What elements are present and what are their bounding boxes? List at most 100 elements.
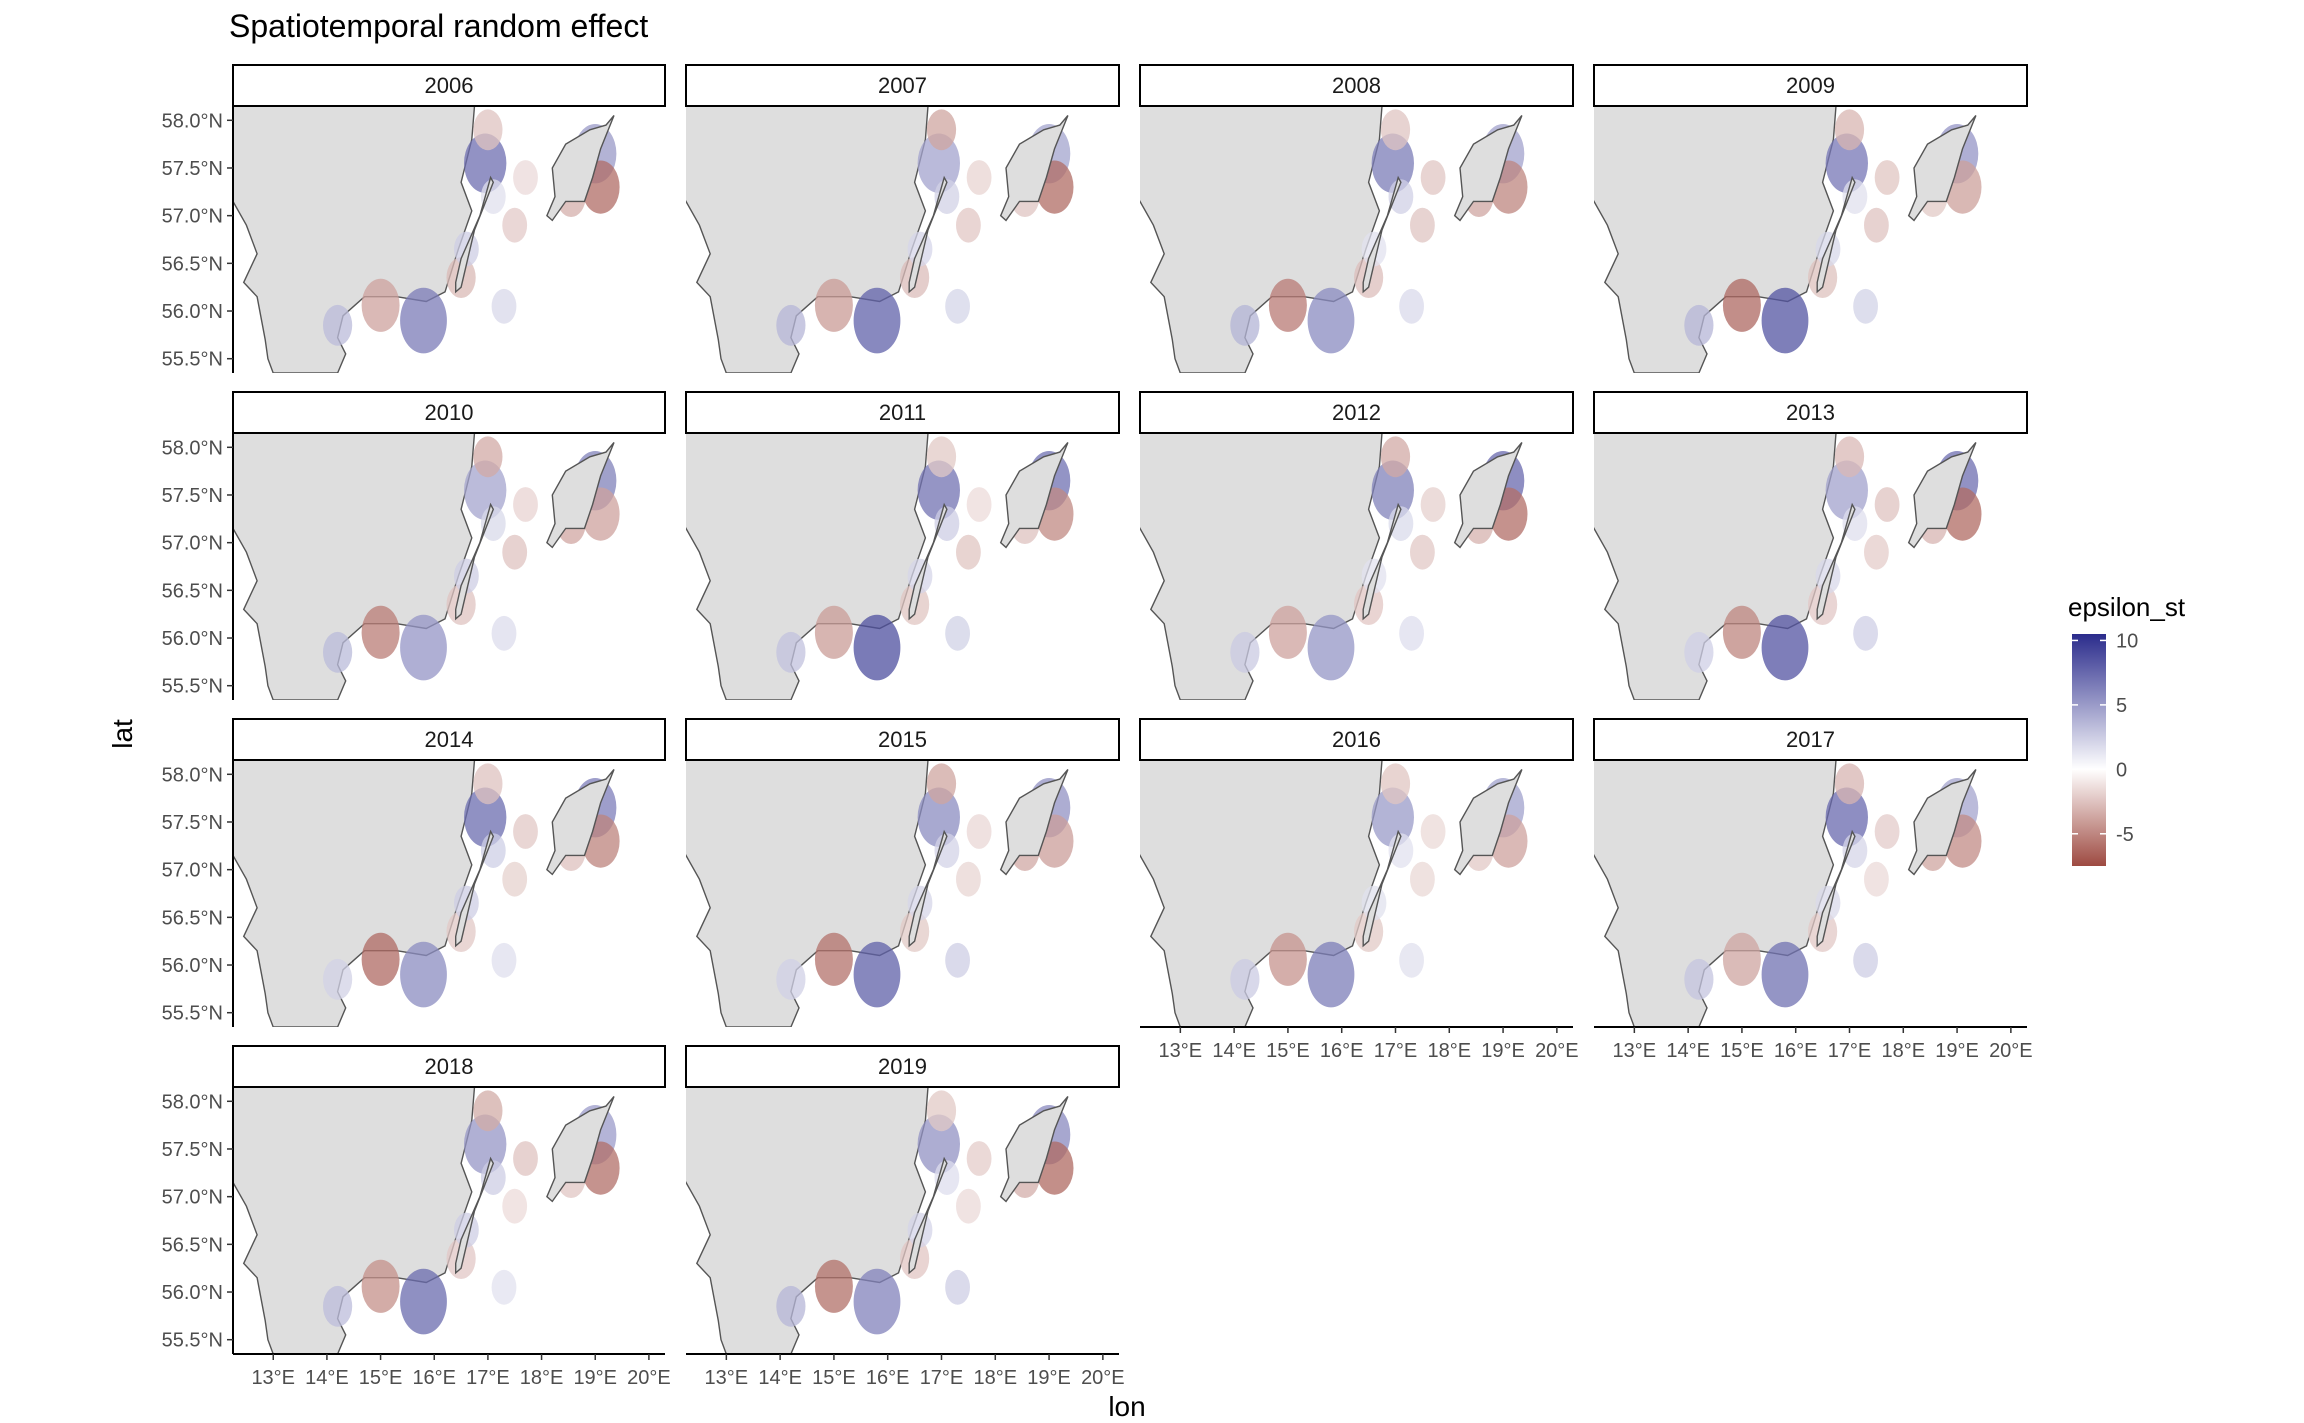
effect-cell bbox=[1853, 288, 1878, 324]
x-tick-label: 17°E bbox=[920, 1367, 964, 1389]
gotland-island-shape bbox=[546, 1096, 615, 1203]
gotland-island-shape bbox=[546, 769, 615, 876]
y-tick-label: 56.0°N bbox=[162, 301, 223, 323]
y-tick-label: 57.5°N bbox=[162, 485, 223, 507]
gotland-island-shape bbox=[999, 115, 1069, 222]
effect-cell bbox=[917, 1114, 960, 1174]
facet-panel-2014: 2014 55.5°N 56.0°N 56.5°N 57.0°N 57.5°N 58.0°N bbox=[162, 718, 666, 1027]
gotland-island-shape bbox=[1907, 769, 1977, 876]
facet-strip-label: 2006 bbox=[425, 73, 474, 98]
effect-cell bbox=[926, 436, 957, 478]
x-tick-label: 20°E bbox=[1535, 1040, 1579, 1062]
oland-island-shape bbox=[1362, 829, 1402, 948]
facet-panel-2007: 2007 bbox=[685, 64, 1120, 373]
y-tick-label: 57.5°N bbox=[162, 812, 223, 834]
effect-cell bbox=[400, 941, 447, 1008]
gotland-island-shape bbox=[1453, 769, 1523, 876]
effect-cell bbox=[956, 207, 981, 243]
effect-cell bbox=[491, 615, 517, 651]
effect-cell bbox=[502, 207, 528, 243]
effect-cell bbox=[491, 1269, 517, 1305]
effect-cell bbox=[361, 932, 400, 986]
facet-panel-2009: 2009 bbox=[1593, 64, 2028, 373]
effect-cell bbox=[473, 109, 503, 151]
map-area bbox=[233, 106, 620, 373]
effect-cell bbox=[1864, 861, 1889, 897]
effect-cell bbox=[1834, 109, 1865, 151]
map-area bbox=[1594, 760, 1982, 1027]
facet-panels: 2006 55.5°N 56.0°N 56.5°N 57.0°N 57.5°N 58.0°N… bbox=[162, 64, 2033, 1389]
gotland-island-shape bbox=[1907, 442, 1977, 549]
effect-cell bbox=[776, 304, 806, 346]
legend: epsilon_st 10 5 0 -5 bbox=[2068, 592, 2186, 866]
x-tick-label: 17°E bbox=[466, 1367, 510, 1389]
effect-cell bbox=[853, 287, 901, 354]
facet-strip-label: 2012 bbox=[1332, 400, 1381, 425]
map-area bbox=[686, 760, 1074, 1027]
effect-cell bbox=[966, 160, 992, 195]
gotland-island-shape bbox=[999, 1096, 1069, 1203]
x-tick-label: 18°E bbox=[520, 1367, 564, 1389]
y-tick-label: 57.5°N bbox=[162, 158, 223, 180]
effect-cell bbox=[464, 460, 507, 520]
effect-cell bbox=[1722, 932, 1761, 986]
effect-cell bbox=[1307, 941, 1355, 1008]
facet-panel-2013: 2013 bbox=[1593, 391, 2028, 700]
effect-cell bbox=[1834, 436, 1865, 478]
facet-strip-label: 2016 bbox=[1332, 727, 1381, 752]
facet-strip bbox=[232, 1045, 666, 1088]
effect-cell bbox=[473, 436, 503, 478]
facet-strip-label: 2010 bbox=[425, 400, 474, 425]
effect-cell bbox=[491, 942, 517, 978]
facet-strip bbox=[685, 64, 1120, 107]
effect-cell bbox=[1230, 631, 1260, 673]
legend-colorbar bbox=[2072, 634, 2106, 866]
effect-cell bbox=[926, 763, 957, 805]
oland-island-shape bbox=[908, 175, 948, 294]
map-area bbox=[1594, 106, 1982, 373]
x-tick-label: 16°E bbox=[1320, 1040, 1364, 1062]
effect-cell bbox=[502, 1188, 528, 1224]
x-tick-label: 19°E bbox=[1935, 1040, 1979, 1062]
effect-cell bbox=[1307, 287, 1355, 354]
effect-cell bbox=[776, 1285, 806, 1327]
effect-cell bbox=[853, 1268, 901, 1335]
gotland-island-shape bbox=[546, 442, 615, 549]
effect-cell bbox=[917, 787, 960, 847]
x-tick-label: 15°E bbox=[1266, 1040, 1310, 1062]
effect-cell bbox=[361, 605, 400, 659]
effect-cell bbox=[966, 487, 992, 522]
effect-cell bbox=[1825, 787, 1869, 847]
effect-cell bbox=[1399, 615, 1424, 651]
effect-cell bbox=[464, 1114, 507, 1174]
x-tick-label: 13°E bbox=[705, 1367, 749, 1389]
effect-cell bbox=[1410, 534, 1435, 570]
facet-strip-label: 2015 bbox=[878, 727, 927, 752]
effect-cell bbox=[1380, 109, 1411, 151]
effect-cell bbox=[1371, 133, 1415, 193]
effect-cell bbox=[513, 814, 538, 849]
effect-cell bbox=[1761, 941, 1809, 1008]
facet-strip bbox=[232, 718, 666, 761]
facet-strip-label: 2018 bbox=[425, 1054, 474, 1079]
effect-cell bbox=[1684, 631, 1714, 673]
effect-cell bbox=[1307, 614, 1355, 681]
map-area bbox=[233, 760, 620, 1027]
x-tick-label: 16°E bbox=[412, 1367, 456, 1389]
effect-cell bbox=[917, 133, 960, 193]
effect-cell bbox=[926, 109, 957, 151]
effect-cell bbox=[1684, 958, 1714, 1000]
map-area bbox=[1140, 433, 1528, 700]
effect-cell bbox=[956, 861, 981, 897]
effect-cell bbox=[1684, 304, 1714, 346]
effect-cell bbox=[1268, 605, 1307, 659]
effect-cell bbox=[945, 1269, 970, 1305]
effect-cell bbox=[1853, 615, 1878, 651]
facet-panel-2011: 2011 bbox=[685, 391, 1120, 700]
y-tick-label: 58.0°N bbox=[162, 437, 223, 459]
x-tick-label: 17°E bbox=[1828, 1040, 1872, 1062]
effect-cell bbox=[1825, 133, 1869, 193]
facet-panel-2019: 2019 13°E 14°E 15°E 16°E 17°E 18°E 19°E 20°E bbox=[685, 1045, 1125, 1389]
legend-tick-label: 10 bbox=[2116, 630, 2138, 652]
